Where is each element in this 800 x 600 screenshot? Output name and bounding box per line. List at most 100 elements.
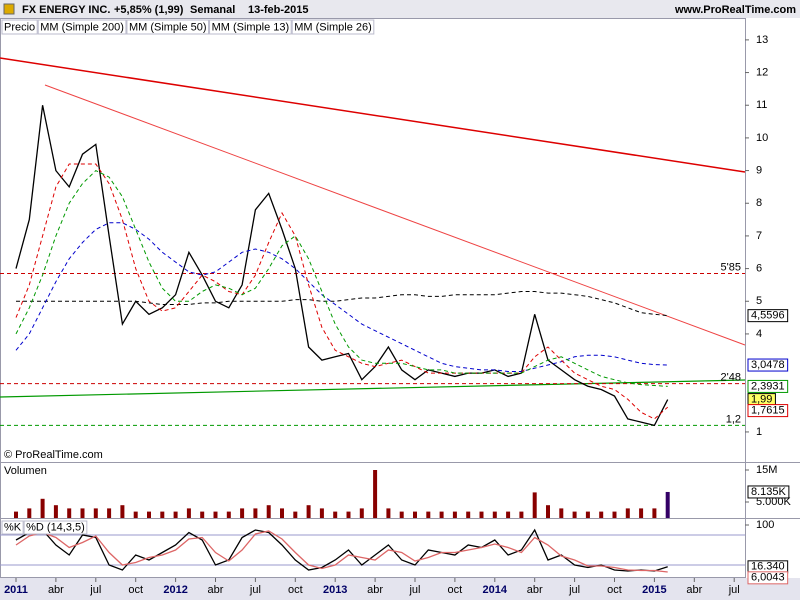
symbol: FX ENERGY INC. <box>22 4 110 16</box>
y-tick-label: 13 <box>756 34 768 46</box>
x-tick-label: oct <box>448 584 463 596</box>
volume-bar <box>240 508 245 518</box>
value-tag <box>747 404 789 418</box>
y-tick-label: 9 <box>756 164 762 176</box>
volume-bar <box>585 511 590 518</box>
header-bar <box>0 0 800 18</box>
series-line <box>16 291 668 317</box>
x-tick-label: abr <box>208 584 224 596</box>
panel-title: Volumen <box>4 465 47 477</box>
volume-bar <box>559 508 564 518</box>
trend-line <box>0 379 746 398</box>
volume-bar <box>532 492 537 518</box>
volume-bar <box>306 505 311 518</box>
volume-bar <box>107 508 112 518</box>
date: 13-feb-2015 <box>248 4 309 16</box>
legend-label: MM (Simple 50) <box>129 21 207 33</box>
value-tag <box>747 309 789 323</box>
volume-bar <box>373 470 378 518</box>
y-tick-label: 4 <box>756 328 762 340</box>
value-tag <box>747 571 789 585</box>
volume-bar <box>67 508 72 518</box>
legend-label: %D (14,3,5) <box>26 521 85 533</box>
x-tick-label: 2015 <box>642 584 666 596</box>
volume-bar <box>479 511 484 518</box>
series-line <box>15 105 669 427</box>
volume-bar <box>639 508 644 518</box>
volume-bar <box>53 505 58 518</box>
value-tag-label: 6,0043 <box>751 572 785 584</box>
x-tick-label: abr <box>48 584 64 596</box>
value-tag-label: 1,99 <box>751 394 772 406</box>
value-tag-label: 4,5596 <box>751 310 785 322</box>
level-label: 2'48 <box>721 371 741 383</box>
volume-bar <box>452 511 457 518</box>
volume-bar <box>266 505 271 518</box>
value-tag-label: 16.340 <box>751 561 785 573</box>
y-tick-label: 7 <box>756 230 762 242</box>
volume-bar <box>14 511 18 518</box>
plot-layer: 2011 abr jul oct 2012 abr jul oct 2013 abr jul oct 2… <box>0 19 792 596</box>
y-tick-label: 11 <box>756 99 767 111</box>
volume-bar <box>333 511 338 518</box>
value-tag <box>747 485 790 499</box>
trend-line <box>0 57 746 173</box>
x-tick-label: 2012 <box>163 584 187 596</box>
x-tick-label: jul <box>408 584 420 596</box>
x-tick-label: jul <box>568 584 580 596</box>
legend-label: MM (Simple 200) <box>40 21 124 33</box>
volume-bar <box>346 511 351 518</box>
volume-bar <box>386 508 391 518</box>
volume-bar <box>665 491 670 518</box>
y-tick-label: 8 <box>756 197 762 209</box>
legend-item: MM (Simple 26) <box>291 19 375 35</box>
volume-bar <box>280 508 284 518</box>
legend-label: Precio <box>4 21 35 33</box>
x-tick-label: 2011 <box>4 584 28 596</box>
series-line <box>15 530 668 573</box>
legend-box <box>23 520 88 535</box>
legend-box <box>37 19 127 35</box>
volume-bar <box>40 498 45 518</box>
x-axis-bar <box>0 578 800 600</box>
volume-bar <box>466 511 471 518</box>
y-tick-label: 15M <box>756 464 777 476</box>
y-tick-label: 5.000K <box>756 496 792 508</box>
level-label: 1,2 <box>726 413 741 425</box>
legend-box <box>1 520 24 535</box>
volume-bar <box>213 511 218 518</box>
volume-bar <box>253 508 258 518</box>
volume-bar <box>226 511 231 518</box>
x-tick-label: abr <box>686 584 702 596</box>
value-tag-label: 2,3931 <box>751 380 785 392</box>
volume-bar <box>652 508 657 518</box>
volume-bar <box>160 511 165 518</box>
level-label: 5'85 <box>721 261 741 273</box>
x-tick-label: oct <box>128 584 143 596</box>
legend-label: %K <box>4 521 22 533</box>
legend-item: MM (Simple 200) <box>37 19 127 35</box>
value-tag-label: 1,7615 <box>751 405 785 417</box>
series-line <box>15 528 668 572</box>
volume-bar <box>439 511 444 518</box>
volume-bar <box>625 508 630 518</box>
volume-bar <box>506 511 511 518</box>
x-tick-label: 2013 <box>323 584 347 596</box>
series-line <box>15 222 668 372</box>
volume-bar <box>147 511 151 518</box>
volume-bar <box>599 511 604 518</box>
series-line <box>15 163 669 420</box>
legend-item: MM (Simple 50) <box>126 19 210 35</box>
legend-box <box>209 19 292 35</box>
site: www.ProRealTime.com <box>674 4 796 16</box>
volume-bar <box>133 511 138 518</box>
volume-bar <box>173 511 178 518</box>
volume-bar <box>27 508 32 518</box>
volume-bar <box>546 505 550 518</box>
period: Semanal <box>190 4 235 16</box>
legend-box <box>1 19 38 35</box>
series-line <box>15 169 668 387</box>
